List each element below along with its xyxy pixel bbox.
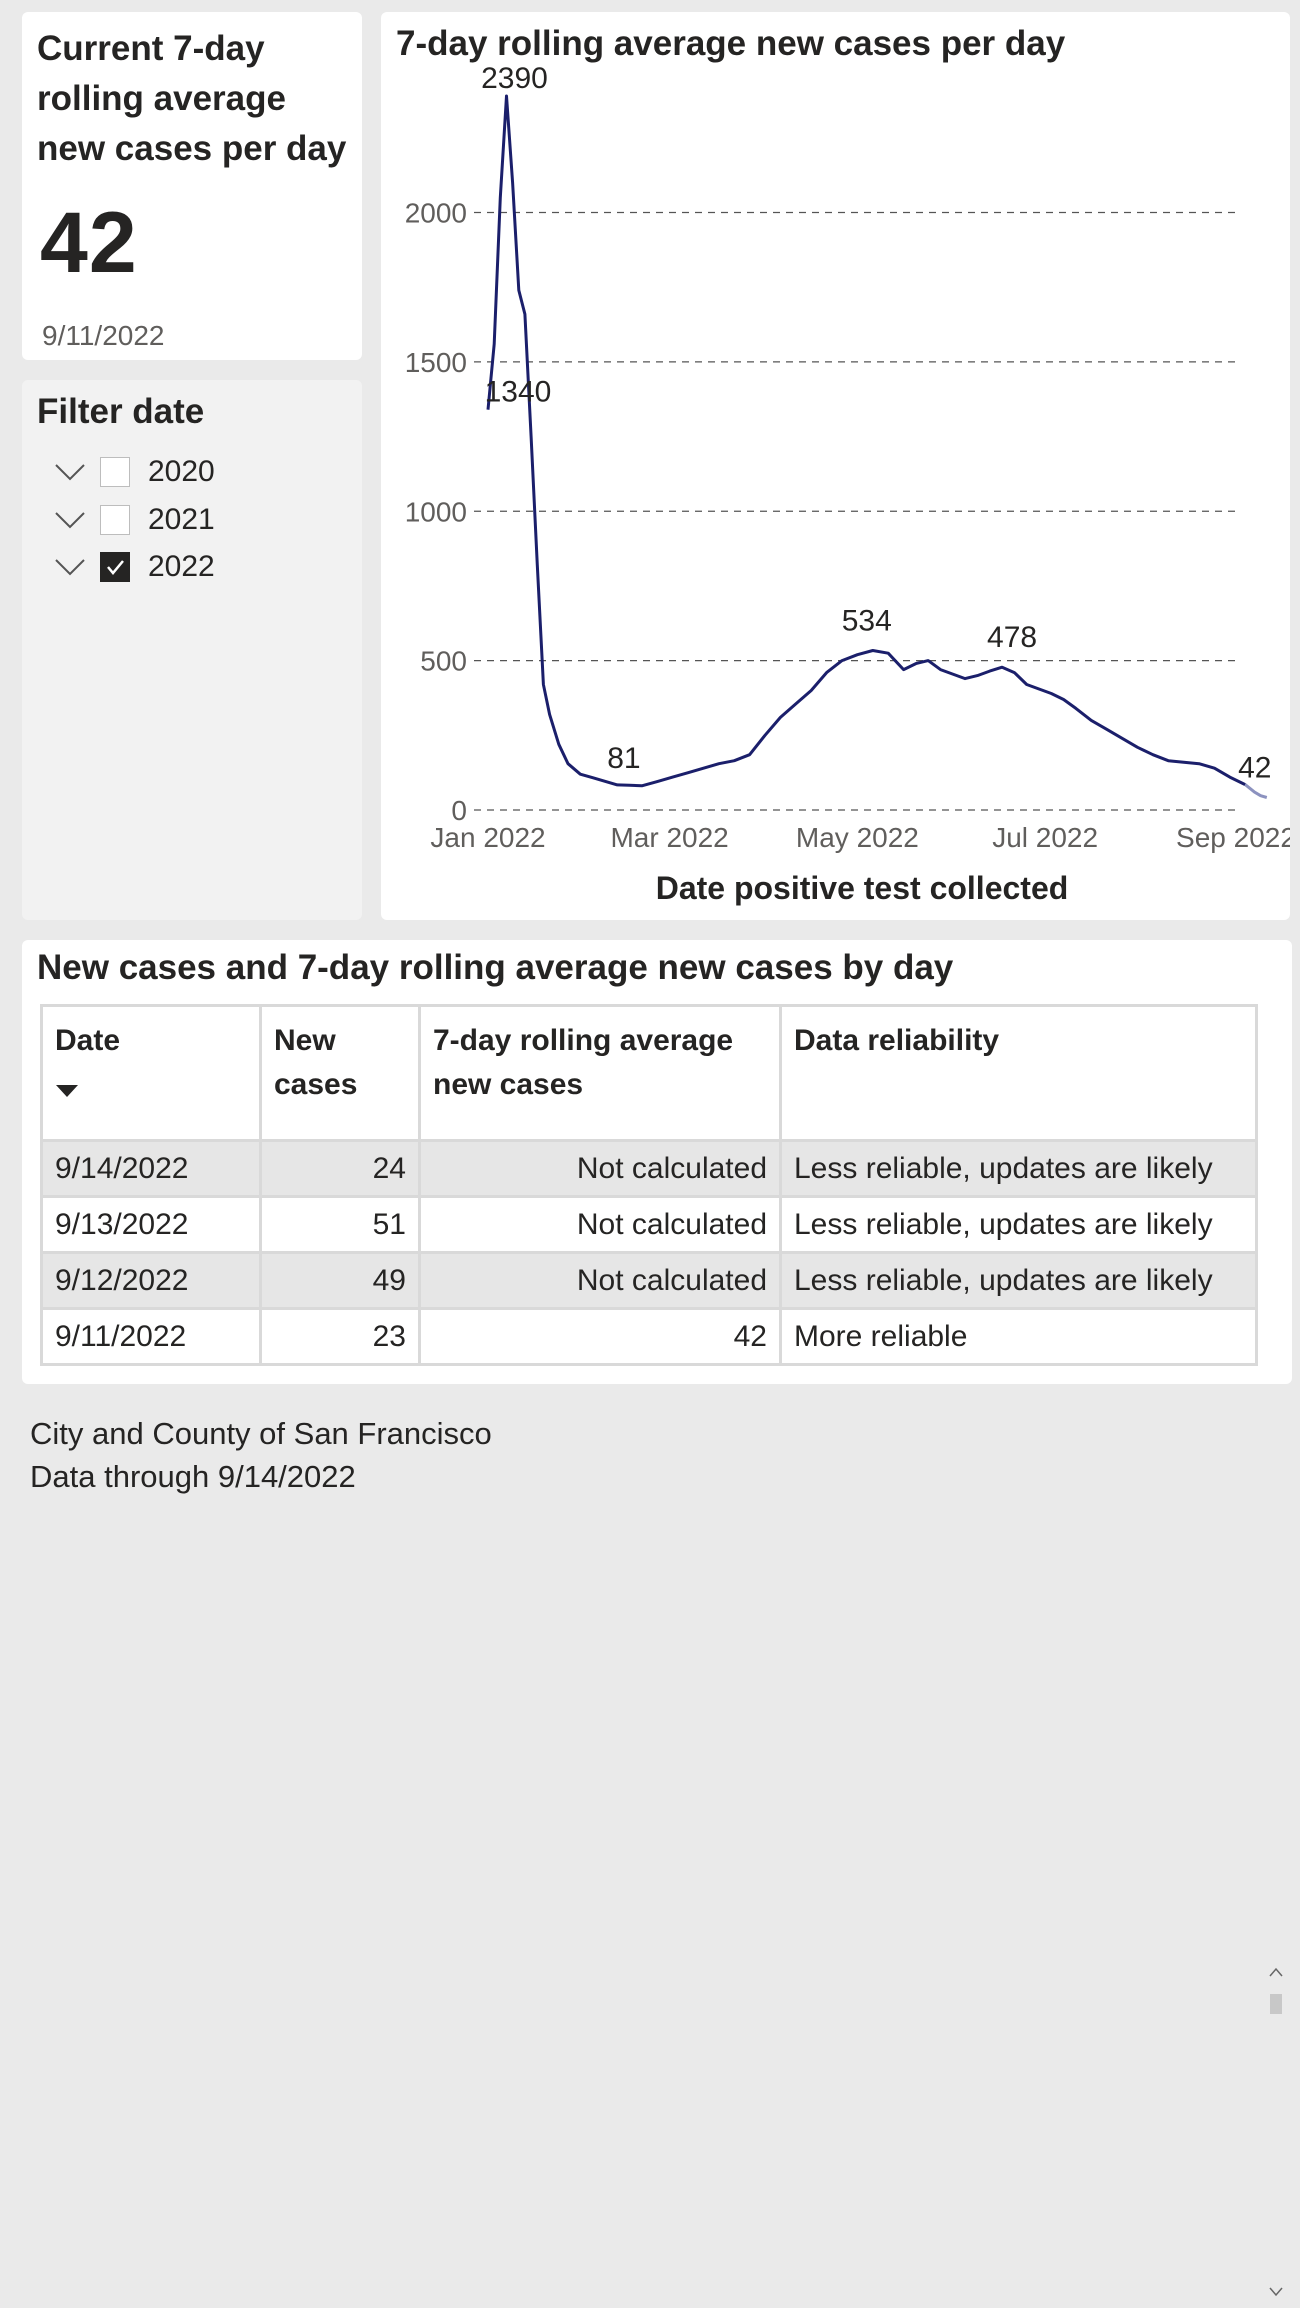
table-row[interactable]: 9/12/2022 49 Not calculated Less reliabl… (40, 1251, 1258, 1310)
cell-rolling-average: Not calculated (418, 1195, 782, 1254)
year-label: 2021 (148, 503, 215, 536)
checkbox-2020[interactable] (100, 457, 130, 487)
kpi-value: 42 (40, 195, 138, 291)
data-label: 2390 (481, 62, 548, 95)
data-label: 1340 (485, 376, 552, 409)
cell-date: 9/13/2022 (40, 1195, 262, 1254)
footer-data-through: Data through 9/14/2022 (30, 1459, 356, 1494)
kpi-title: Current 7-day rolling average new cases … (37, 29, 347, 168)
filter-card: Filter date 2020 2021 2022 (22, 380, 362, 920)
series-line (486, 94, 1246, 788)
cell-date: 9/12/2022 (40, 1251, 262, 1310)
x-tick-label: Jan 2022 (430, 822, 545, 853)
x-tick-label: Sep 2022 (1176, 822, 1290, 853)
table-card: New cases and 7-day rolling average new … (22, 940, 1292, 2297)
y-tick-label: 0 (451, 795, 467, 826)
checkbox-2022[interactable] (100, 552, 130, 582)
cases-table: Date New cases 7-day rolling average new… (40, 1004, 1258, 1366)
checkbox-2021[interactable] (100, 505, 130, 535)
col-header-new-cases[interactable]: New cases (259, 1004, 421, 1142)
cell-rolling-average: Not calculated (418, 1139, 782, 1198)
chevron-down-icon[interactable] (50, 457, 90, 487)
cell-reliability: Less reliable, updates are likely (779, 1139, 1258, 1198)
cell-new-cases: 24 (259, 1139, 421, 1198)
check-icon (107, 560, 124, 575)
data-label: 478 (987, 621, 1037, 654)
x-axis-title: Date positive test collected (656, 870, 1069, 906)
data-label: 42 (1238, 751, 1271, 784)
footer-organization: City and County of San Francisco (30, 1416, 492, 1451)
table-title: New cases and 7-day rolling average new … (37, 948, 954, 987)
cell-new-cases: 23 (259, 1307, 421, 1366)
x-tick-label: Jul 2022 (992, 822, 1098, 853)
cell-reliability: Less reliable, updates are likely (779, 1195, 1258, 1254)
y-tick-label: 1500 (405, 347, 467, 378)
scroll-thumb[interactable] (1270, 1994, 1282, 2014)
year-label: 2022 (148, 550, 215, 583)
cell-rolling-average: 42 (418, 1307, 782, 1366)
cell-reliability: More reliable (779, 1307, 1258, 1366)
x-tick-label: May 2022 (796, 822, 919, 853)
filter-title: Filter date (37, 392, 205, 431)
line-chart[interactable]: 0 500 1000 1500 2000 Jan 2022 Mar 2022 May 2022… (381, 12, 1290, 920)
filter-row-2020[interactable]: 2020 (50, 452, 215, 492)
table-scrollbar[interactable] (1266, 1958, 1286, 2308)
chevron-down-icon[interactable] (50, 552, 90, 582)
data-label: 81 (607, 742, 640, 775)
data-label: 534 (842, 604, 892, 637)
col-header-date[interactable]: Date (40, 1004, 262, 1142)
filter-row-2021[interactable]: 2021 (50, 500, 215, 540)
chart-title: 7-day rolling average new cases per day (396, 24, 1066, 63)
chart-card: 7-day rolling average new cases per day … (381, 12, 1290, 920)
table-header-row: Date New cases 7-day rolling average new… (40, 1004, 1258, 1142)
table-row[interactable]: 9/14/2022 24 Not calculated Less reliabl… (40, 1139, 1258, 1198)
cell-date: 9/11/2022 (40, 1307, 262, 1366)
kpi-card: Current 7-day rolling average new cases … (22, 12, 362, 360)
cell-new-cases: 49 (259, 1251, 421, 1310)
filter-row-2022[interactable]: 2022 (50, 547, 215, 587)
cell-reliability: Less reliable, updates are likely (779, 1251, 1258, 1310)
y-tick-label: 1000 (405, 496, 467, 527)
cell-date: 9/14/2022 (40, 1139, 262, 1198)
y-tick-label: 2000 (405, 198, 467, 229)
x-tick-label: Mar 2022 (610, 822, 728, 853)
header-label: Date (55, 1024, 121, 1057)
y-tick-label: 500 (420, 646, 467, 677)
cell-rolling-average: Not calculated (418, 1251, 782, 1310)
year-label: 2020 (148, 455, 215, 488)
scroll-up-icon[interactable] (1269, 1967, 1283, 1977)
table-row[interactable]: 9/11/2022 23 42 More reliable (40, 1307, 1258, 1366)
cell-new-cases: 51 (259, 1195, 421, 1254)
col-header-rolling-average[interactable]: 7-day rolling average new cases (418, 1004, 782, 1142)
table-row[interactable]: 9/13/2022 51 Not calculated Less reliabl… (40, 1195, 1258, 1254)
scroll-down-icon[interactable] (1269, 2287, 1283, 2297)
kpi-date: 9/11/2022 (42, 320, 165, 351)
sort-descending-icon[interactable] (55, 1067, 247, 1111)
chevron-down-icon[interactable] (50, 505, 90, 535)
series-line-recent (1244, 783, 1268, 799)
footer: City and County of San Francisco Data th… (30, 1412, 492, 1498)
col-header-data-reliability[interactable]: Data reliability (779, 1004, 1258, 1142)
